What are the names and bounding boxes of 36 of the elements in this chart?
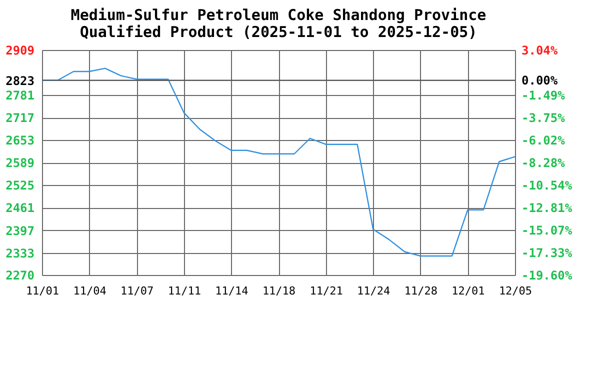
y2-tick-label: -6.02% — [522, 134, 566, 148]
x-tick-label: 11/11 — [168, 284, 201, 298]
y-tick-label: 2781 — [6, 88, 34, 103]
line-series — [41, 68, 516, 257]
y-tick-label: 2270 — [6, 268, 34, 282]
y2-tick-label: 3.04% — [522, 44, 558, 58]
y2-tick-label: -19.60% — [522, 268, 573, 282]
y-tick-label: 2589 — [6, 156, 34, 170]
y-tick-label: 2717 — [6, 111, 34, 126]
y-tick-label: 2653 — [6, 134, 34, 148]
y-tick-label: 2909 — [6, 44, 34, 58]
text: Medium-Sulfur Petroleum Coke Shandong Province — [70, 6, 486, 24]
y2-tick-label: -12.81% — [522, 201, 573, 216]
x-tick-label: 11/21 — [310, 284, 343, 298]
y2-tick-label: -17.33% — [522, 246, 573, 260]
x-tick-label: 11/14 — [215, 284, 249, 298]
y-tick-label: 2397 — [6, 224, 34, 238]
y2-tick-label: -10.54% — [522, 178, 573, 192]
y2-tick-label: -15.07% — [522, 223, 573, 238]
x-tick-label: 11/28 — [404, 284, 438, 298]
x-tick-label: 12/05 — [498, 284, 532, 298]
x-tick-label: 11/24 — [357, 284, 391, 298]
y-tick-label: 2823 — [6, 74, 34, 88]
y2-tick-label: -8.28% — [522, 156, 566, 170]
text: Qualified Product (2025-11-01 to 2025-12-05) — [80, 23, 478, 41]
x-tick-label: 11/07 — [120, 284, 154, 298]
x-tick-label: 11/18 — [262, 284, 296, 298]
x-tick-label: 11/04 — [73, 284, 107, 298]
y-tick-label: 2461 — [6, 201, 34, 216]
y2-tick-label: -3.75% — [522, 110, 566, 125]
y-tick-label: 2525 — [6, 178, 34, 193]
y2-tick-label: -1.49% — [522, 88, 566, 103]
x-tick-label: 12/01 — [452, 284, 485, 298]
y2-tick-label: 0.00% — [522, 74, 558, 88]
x-tick-label: 11/01 — [26, 284, 60, 298]
y-tick-label: 2333 — [6, 246, 34, 260]
